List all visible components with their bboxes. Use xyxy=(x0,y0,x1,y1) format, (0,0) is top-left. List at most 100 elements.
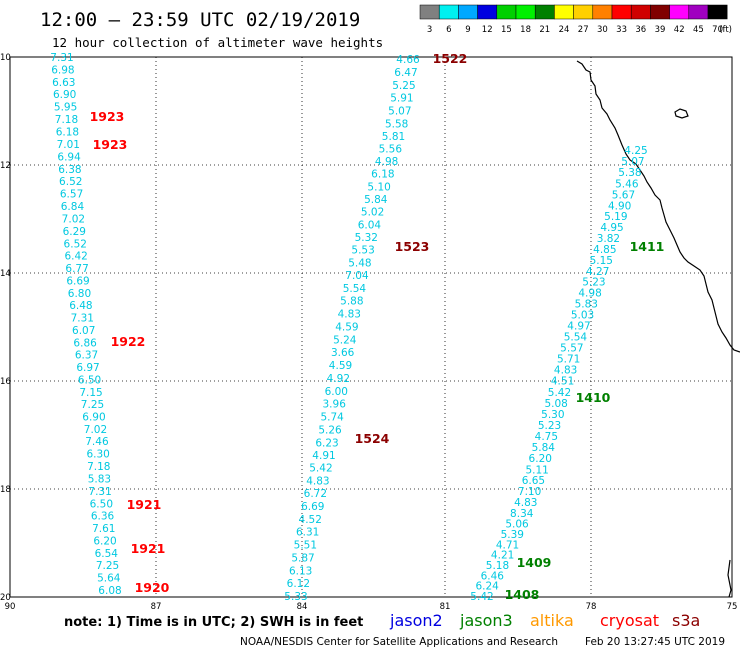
wave-height-value: 5.84 xyxy=(532,442,556,454)
track-west: 7.316.986.636.905.957.186.187.016.946.38… xyxy=(50,52,121,597)
wave-height-value: 4.85 xyxy=(593,244,616,256)
track-middle: 4.666.475.255.915.075.585.815.564.986.18… xyxy=(284,54,420,603)
pass-time-label: 1923 xyxy=(90,109,125,124)
colorbar-swatch xyxy=(592,4,613,20)
pass-time-labels: 1522 1923 1923 1523 1411 1922 1410 1524 1921 1921… xyxy=(90,51,665,602)
pass-time-label: 1409 xyxy=(517,555,552,570)
wave-height-value: 6.36 xyxy=(91,511,115,523)
wave-height-value: 4.90 xyxy=(608,200,631,212)
wave-height-value: 7.18 xyxy=(55,114,78,126)
wave-height-value: 6.46 xyxy=(481,570,505,582)
wave-height-value: 4.51 xyxy=(551,376,574,388)
wave-height-value: 4.92 xyxy=(327,373,350,385)
colorbar-swatch xyxy=(477,4,498,20)
wave-height-value: 4.27 xyxy=(586,266,609,278)
wave-height-value: 6.90 xyxy=(82,412,105,424)
colorbar-tick-label: 39 xyxy=(655,25,666,35)
colorbar-swatch xyxy=(611,4,632,20)
lat-tick-label: 20 xyxy=(0,593,11,603)
wave-height-value: 3.82 xyxy=(597,233,620,245)
pass-time-label: 1920 xyxy=(135,580,170,595)
wave-height-value: 7.10 xyxy=(518,486,541,498)
footer-credit: NOAA/NESDIS Center for Satellite Applica… xyxy=(240,636,558,648)
pass-time-label: 1524 xyxy=(355,431,390,446)
satellite-legend-jason2: jason2 xyxy=(389,611,443,630)
colorbar-tick-label: 42 xyxy=(674,25,685,35)
wave-height-value: 5.95 xyxy=(54,102,77,114)
colorbar-swatch xyxy=(534,4,555,20)
colorbar-swatch xyxy=(419,4,440,20)
wave-height-value: 7.01 xyxy=(57,139,80,151)
wave-height-colorbar: 3 6 9 12 15 18 21 24 27 30 33 36 39 42 45 70(ft) xyxy=(419,4,732,35)
wave-height-value: 6.69 xyxy=(66,275,89,287)
wave-height-value: 6.94 xyxy=(57,151,81,163)
wave-height-value: 5.42 xyxy=(470,591,493,603)
wave-height-value: 4.83 xyxy=(554,365,577,377)
colorbar-tick-label: 21 xyxy=(539,25,550,35)
lat-tick-label: 10 xyxy=(0,53,11,63)
wave-height-value: 5.54 xyxy=(564,331,588,343)
wave-height-value: 6.50 xyxy=(90,498,113,510)
lat-tick-label: 16 xyxy=(0,377,11,387)
colorbar-tick-label: 33 xyxy=(616,25,627,35)
wave-height-value: 4.83 xyxy=(338,309,361,321)
footer-note: note: 1) Time is in UTC; 2) SWH is in fe… xyxy=(64,615,363,630)
wave-height-value: 5.24 xyxy=(333,334,357,346)
wave-height-value: 6.20 xyxy=(529,453,552,465)
pass-time-label: 1408 xyxy=(505,587,540,602)
pass-time-label: 1522 xyxy=(433,51,468,66)
wave-height-value: 6.48 xyxy=(69,300,92,312)
wave-height-value: 5.42 xyxy=(548,387,571,399)
satellite-legend-jason3: jason3 xyxy=(459,611,513,630)
wave-height-value: 5.58 xyxy=(385,118,408,130)
wave-height-value: 6.30 xyxy=(86,449,109,461)
wave-height-value: 5.10 xyxy=(367,181,390,193)
lon-tick-label: 90 xyxy=(5,602,16,612)
pass-time-label: 1923 xyxy=(93,137,128,152)
wave-height-value: 4.66 xyxy=(396,54,420,66)
coastline xyxy=(576,60,740,353)
wave-height-value: 7.31 xyxy=(71,313,94,325)
lon-tick-label: 75 xyxy=(727,602,738,612)
lon-tick-label: 84 xyxy=(297,602,308,612)
track-east: 4.255.075.385.465.674.905.194.953.824.85… xyxy=(470,145,647,603)
pass-time-label: 1523 xyxy=(395,239,430,254)
wave-height-value: 4.25 xyxy=(624,145,647,157)
wave-height-value: 5.38 xyxy=(618,167,641,179)
wave-height-value: 6.00 xyxy=(325,386,348,398)
wave-height-value: 6.07 xyxy=(72,325,95,337)
wave-height-value: 7.04 xyxy=(345,270,369,282)
colorbar-swatch xyxy=(630,4,651,20)
wave-height-value: 5.56 xyxy=(379,144,403,156)
wave-height-value: 5.25 xyxy=(392,80,415,92)
wave-height-value: 6.90 xyxy=(53,89,76,101)
wave-height-value: 5.67 xyxy=(612,189,635,201)
wave-height-value: 6.38 xyxy=(58,164,81,176)
wave-height-value: 6.50 xyxy=(78,374,101,386)
wave-height-value: 5.71 xyxy=(557,353,580,365)
wave-height-value: 7.18 xyxy=(87,461,110,473)
wave-height-value: 6.08 xyxy=(98,585,121,597)
colorbar-tick-label: 12 xyxy=(482,25,493,35)
wave-height-value: 6.13 xyxy=(289,565,312,577)
wave-height-value: 4.83 xyxy=(514,497,537,509)
colorbar-swatch xyxy=(496,4,517,20)
colorbar-tick-label: 6 xyxy=(446,25,451,35)
wave-height-value: 5.51 xyxy=(294,540,317,552)
colorbar-tick-label: 18 xyxy=(520,25,531,35)
wave-height-value: 7.31 xyxy=(50,52,73,64)
wave-height-value: 6.18 xyxy=(56,126,79,138)
colorbar-swatch xyxy=(669,4,690,20)
wave-height-value: 6.72 xyxy=(304,488,327,500)
latitude-labels: 10 12 14 16 18 20 xyxy=(0,53,11,603)
wave-height-value: 4.59 xyxy=(335,321,358,333)
wave-height-value: 5.32 xyxy=(355,232,378,244)
wave-height-value: 6.29 xyxy=(63,226,86,238)
colorbar-tick-label: 30 xyxy=(597,25,608,35)
wave-height-value: 4.98 xyxy=(375,156,398,168)
wave-height-value: 4.71 xyxy=(496,539,519,551)
wave-height-value: 5.30 xyxy=(541,409,564,421)
pass-time-label: 1410 xyxy=(576,390,611,405)
wave-height-value: 4.21 xyxy=(491,550,514,562)
